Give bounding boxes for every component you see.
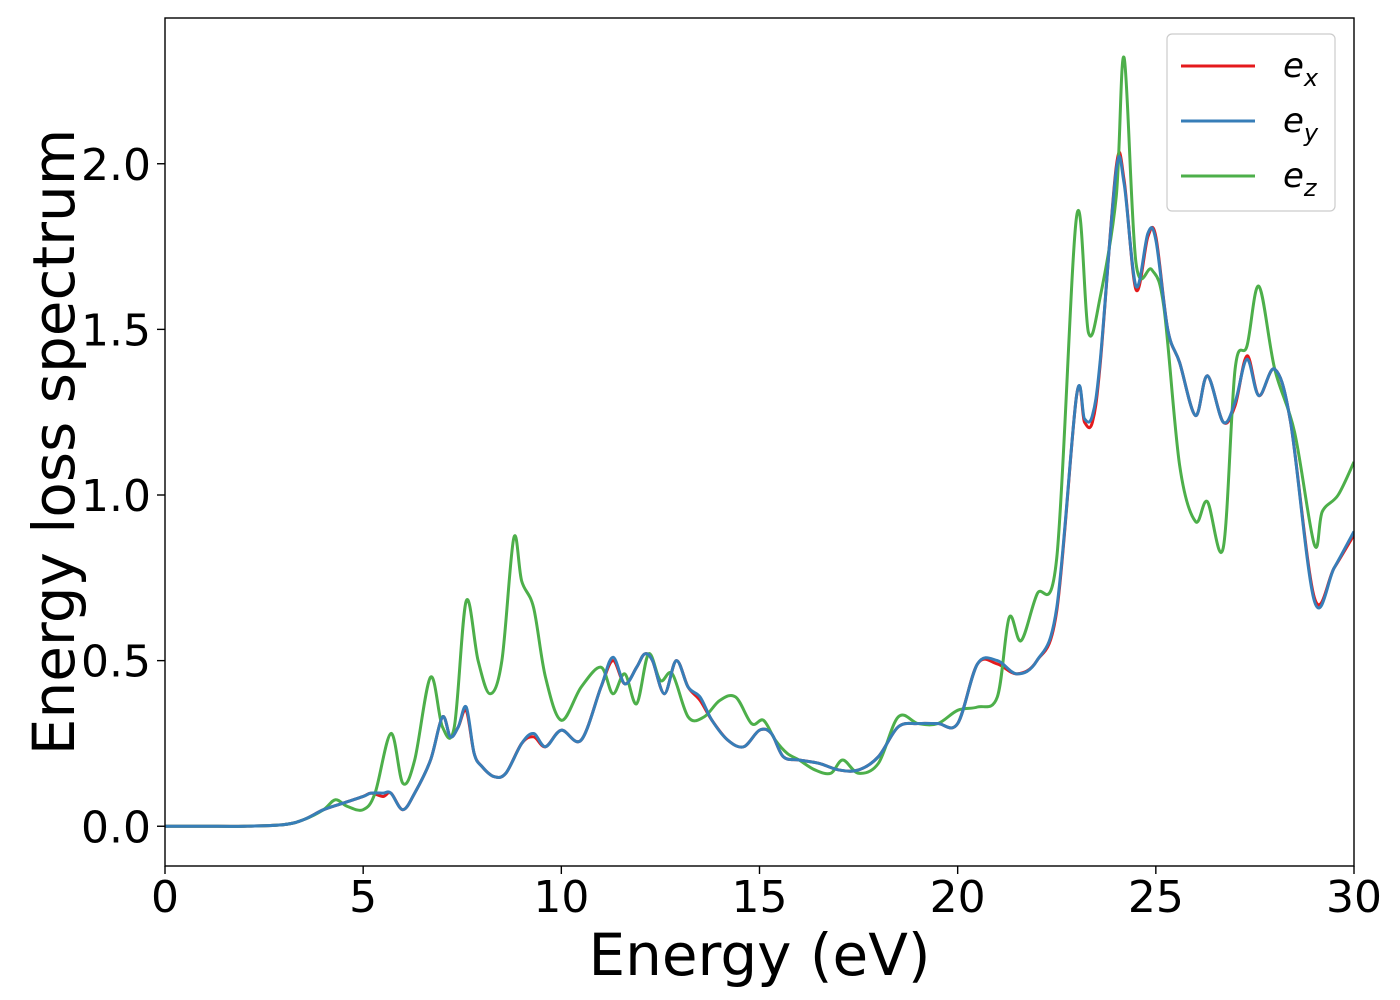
legend-label-ey: ey xyxy=(1283,101,1319,147)
y-tick-label: 1.0 xyxy=(81,471,151,522)
x-tick-label: 20 xyxy=(930,872,986,923)
legend-label-ex: ex xyxy=(1283,46,1319,92)
legend-label-ez: ez xyxy=(1283,156,1318,202)
x-axis-title: Energy (eV) xyxy=(588,921,930,989)
tick-layer: 0 5 10 15 20 25 30 0.0 0.5 1.0 1.5 2.0 xyxy=(81,140,1382,923)
series-line-ex xyxy=(165,150,1354,828)
y-tick-label: 2.0 xyxy=(81,140,151,191)
x-tick-label: 15 xyxy=(732,872,788,923)
x-tick-label: 0 xyxy=(151,872,179,923)
series-line-ey xyxy=(165,155,1354,828)
series-layer xyxy=(165,55,1354,828)
y-tick-label: 0.0 xyxy=(81,802,151,853)
y-tick-label: 0.5 xyxy=(81,637,151,688)
y-tick-label: 1.5 xyxy=(81,305,151,356)
x-tick-label: 25 xyxy=(1128,872,1184,923)
x-tick-label: 10 xyxy=(533,872,589,923)
y-axis-title: Energy loss spectrum xyxy=(20,129,88,755)
x-tick-label: 30 xyxy=(1326,872,1382,923)
legend: ex ey ez xyxy=(1166,33,1336,212)
x-tick-label: 5 xyxy=(349,872,377,923)
